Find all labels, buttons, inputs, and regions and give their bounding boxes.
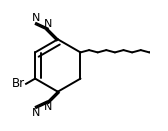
Text: N: N — [43, 102, 52, 112]
Text: N: N — [43, 19, 52, 29]
Text: N: N — [32, 13, 40, 23]
Text: N: N — [32, 108, 40, 118]
Text: Br: Br — [12, 77, 25, 90]
